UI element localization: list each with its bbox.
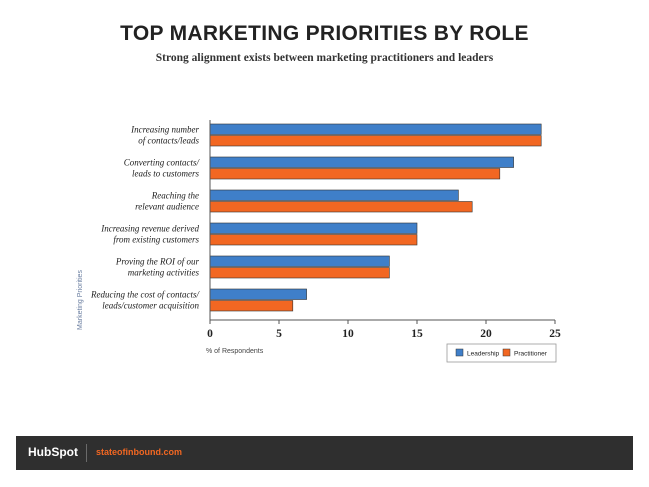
bar-leadership-0	[209, 123, 542, 135]
legend-box	[446, 343, 557, 363]
bar-practitioner-2	[209, 201, 473, 213]
bar-practitioner-0	[209, 135, 542, 147]
category-label: Proving the ROI of our	[115, 257, 200, 267]
y-axis-label: Marketing Priorities	[77, 270, 84, 330]
category-label: of contacts/leads	[138, 136, 199, 146]
hubspot-logo[interactable]: HubSpot	[28, 445, 78, 459]
bar-practitioner-1	[209, 168, 501, 180]
x-tick-label: 15	[411, 328, 423, 340]
bar-leadership-5	[209, 288, 307, 300]
x-tick-label: 5	[276, 328, 282, 340]
footer-divider	[86, 444, 87, 462]
chart-title: TOP MARKETING PRIORITIES BY ROLE	[120, 22, 529, 45]
category-label: Converting contacts/	[124, 158, 201, 168]
x-tick-label: 0	[207, 328, 213, 340]
category-label: relevant audience	[135, 202, 199, 212]
bar-practitioner-4	[209, 267, 390, 279]
legend-swatch-practitioner	[502, 348, 511, 357]
bar-leadership-4	[209, 255, 390, 267]
bar-practitioner-5	[209, 300, 294, 312]
category-label: from existing customers	[113, 235, 199, 245]
bar-leadership-2	[209, 189, 459, 201]
category-label: leads to customers	[132, 169, 199, 179]
category-label: marketing activities	[128, 268, 200, 278]
category-label: Increasing revenue derived	[100, 224, 199, 234]
x-tick-label: 10	[342, 328, 354, 340]
legend-swatch-leadership	[455, 348, 464, 357]
bar-leadership-3	[209, 222, 418, 234]
footer-link[interactable]: stateofinbound.com	[96, 447, 182, 457]
x-tick-label: 20	[480, 328, 492, 340]
footer-bar: HubSpot stateofinbound.com	[16, 436, 633, 470]
category-label: Increasing number	[130, 125, 199, 135]
x-axis-label: % of Respondents	[206, 348, 264, 355]
category-label: Reaching the	[151, 191, 199, 201]
legend-label-leadership: Leadership	[467, 351, 500, 358]
bar-practitioner-3	[209, 234, 418, 246]
category-label: leads/customer acquisition	[102, 301, 199, 311]
chart-subtitle: Strong alignment exists between marketin…	[155, 52, 494, 64]
category-label: Reducing the cost of contacts/	[90, 290, 200, 300]
x-tick-label: 25	[549, 328, 561, 340]
bar-leadership-1	[209, 156, 514, 168]
legend-label-practitioner: Practitioner	[514, 351, 548, 358]
